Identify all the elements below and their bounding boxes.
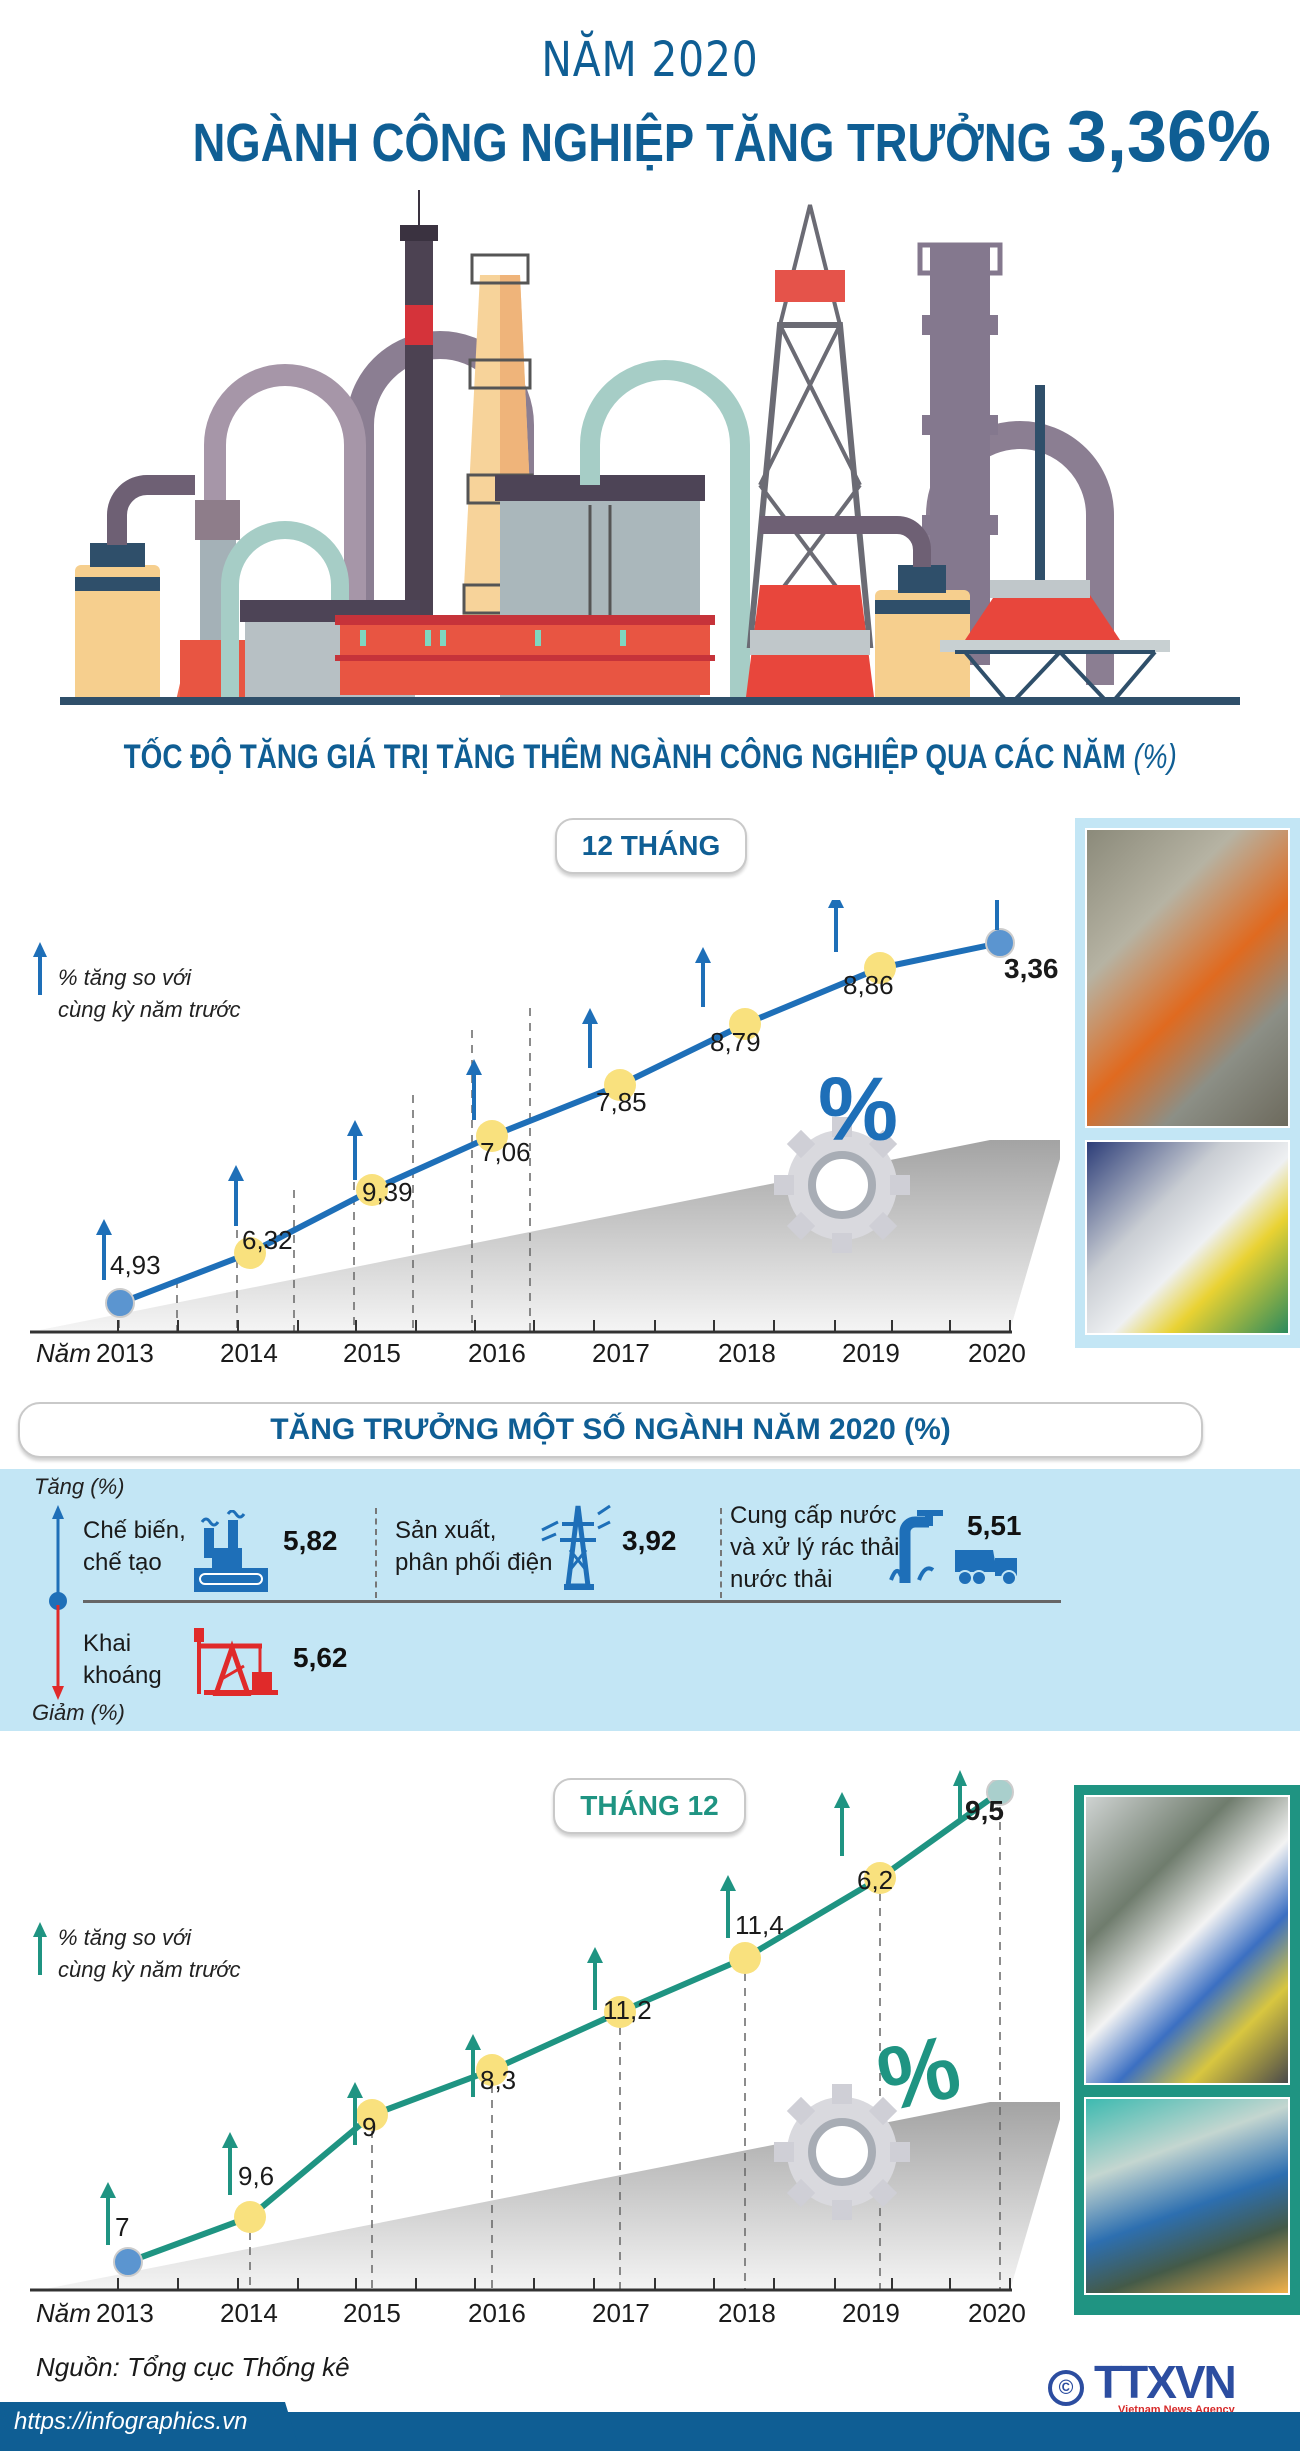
- gear-icon: [774, 1117, 910, 1253]
- label-line: chế tạo: [83, 1549, 162, 1576]
- industry-mining-label: Khai khoáng: [83, 1628, 162, 1692]
- tab-12-thang[interactable]: 12 THÁNG: [555, 818, 747, 874]
- label-line: và xử lý rác thải,: [730, 1534, 907, 1561]
- value-label: 9,39: [362, 1177, 413, 1207]
- water-tap-truck-icon: [889, 1510, 1017, 1586]
- zero-line: [83, 1600, 1061, 1603]
- label-line: khoáng: [83, 1662, 162, 1689]
- x-tick: 2020: [968, 2298, 1026, 2328]
- tab-thang-12[interactable]: THÁNG 12: [553, 1778, 746, 1834]
- x-tick: 2014: [220, 1338, 278, 1368]
- headline-value: 3,36%: [1066, 97, 1272, 177]
- label-line: Sản xuất,: [395, 1517, 497, 1544]
- section-title: TỐC ĐỘ TĂNG GIÁ TRỊ TĂNG THÊM NGÀNH CÔNG…: [0, 738, 1300, 777]
- industry-water-value: 5,51: [967, 1510, 1022, 1541]
- legend-line-2: cùng kỳ năm trước: [58, 997, 241, 1022]
- legend-line-1: % tăng so với: [58, 965, 192, 990]
- oil-pump-icon: [194, 1628, 278, 1696]
- value-label-highlight: 3,36: [1004, 953, 1059, 984]
- x-tick: 2018: [718, 1338, 776, 1368]
- value-label: 9,6: [238, 2161, 275, 2191]
- down-axis-label: Giảm (%): [32, 1700, 125, 1725]
- ttxvn-logo: © TTXVN Vietnam News Agency: [1048, 2356, 1237, 2416]
- percent-icon: %: [818, 1060, 898, 1160]
- legend-line-2: cùng kỳ năm trước: [58, 1957, 241, 1982]
- industry-electricity-label: Sản xuất, phân phối điện: [395, 1515, 552, 1579]
- value-label: 11,2: [603, 1995, 652, 2025]
- section-title-text: TỐC ĐỘ TĂNG GIÁ TRỊ TĂNG THÊM NGÀNH CÔNG…: [123, 738, 1126, 776]
- page-title: NGÀNH CÔNG NGHIỆP TĂNG TRƯỞNG 3,36%: [0, 96, 1300, 178]
- photo-car-assembly: [1085, 1140, 1290, 1335]
- value-label-highlight: 9,5: [965, 1795, 1004, 1826]
- label-line: Chế biến,: [83, 1517, 186, 1544]
- title-year: NĂM 2020: [541, 32, 759, 88]
- up-down-axis: [49, 1505, 67, 1700]
- headline-text: NGÀNH CÔNG NGHIỆP TĂNG TRƯỞNG: [192, 113, 1052, 173]
- industry-section-title: TĂNG TRƯỞNG MỘT SỐ NGÀNH NĂM 2020 (%): [18, 1402, 1203, 1458]
- photo-waste-sorting: [1084, 2097, 1290, 2295]
- industry-manufacturing-label: Chế biến, chế tạo: [83, 1515, 186, 1579]
- value-label: 6,2: [857, 1865, 894, 1895]
- value-label: 7,06: [480, 1137, 531, 1167]
- logo-text: TTXVN: [1094, 2356, 1237, 2408]
- value-label: 8,86: [843, 970, 894, 1000]
- x-prefix: Năm: [36, 1338, 91, 1368]
- x-tick: 2015: [343, 1338, 401, 1368]
- chartDec-legend: % tăng so với cùng kỳ năm trước: [58, 1922, 241, 1986]
- divider: [375, 1508, 377, 1598]
- x-tick: 2019: [842, 1338, 900, 1368]
- x-tick: 2016: [468, 2298, 526, 2328]
- photo-panel-2: [1074, 1785, 1300, 2315]
- chart-thang-12: %: [30, 1780, 1060, 2292]
- label-line: Cung cấp nước: [730, 1502, 897, 1529]
- x-tick: 2013: [96, 2298, 154, 2328]
- arrow-up-icon: [953, 1770, 967, 1822]
- legend-line-1: % tăng so với: [58, 1925, 192, 1950]
- x-prefix: Năm: [36, 2298, 91, 2328]
- label-line: nước thải: [730, 1566, 833, 1593]
- x-tick: 2018: [718, 2298, 776, 2328]
- value-label: 4,93: [110, 1250, 161, 1280]
- photo-electric-workers: [1085, 828, 1290, 1128]
- website-link[interactable]: https://infographics.vn: [14, 2408, 248, 2435]
- industry-water-label: Cung cấp nước và xử lý rác thải, nước th…: [730, 1500, 906, 1596]
- label-line: phân phối điện: [395, 1549, 553, 1576]
- x-tick: 2019: [842, 2298, 900, 2328]
- value-label: 7,85: [596, 1087, 647, 1117]
- source-note: Nguồn: Tổng cục Thống kê: [36, 2352, 350, 2382]
- value-label: 9: [362, 2112, 377, 2142]
- x-tick: 2017: [592, 2298, 650, 2328]
- x-tick: 2014: [220, 2298, 278, 2328]
- industry-electricity-value: 3,92: [622, 1525, 677, 1556]
- industry-manufacturing-value: 5,82: [283, 1525, 338, 1556]
- chart-12-thang: %: [30, 900, 1060, 1334]
- industry-mining-value: 5,62: [293, 1642, 348, 1673]
- x-tick: 2020: [968, 1338, 1026, 1368]
- copyright-icon: ©: [1048, 2370, 1084, 2406]
- x-tick: 2013: [96, 1338, 154, 1368]
- photo-factory-workers: [1084, 1795, 1290, 2085]
- section-title-unit: (%): [1133, 738, 1177, 776]
- power-tower-icon: [541, 1504, 611, 1590]
- value-label: 11,4: [735, 1910, 784, 1940]
- x-tick: 2017: [592, 1338, 650, 1368]
- value-label: 8,3: [480, 2065, 517, 2095]
- factory-icon: [194, 1510, 268, 1592]
- label-line: Khai: [83, 1630, 132, 1657]
- x-tick: 2015: [343, 2298, 401, 2328]
- divider: [720, 1508, 722, 1598]
- value-label: 6,32: [242, 1225, 293, 1255]
- up-axis-label: Tăng (%): [34, 1474, 125, 1499]
- factory-illustration: [60, 190, 1240, 705]
- value-label: 8,79: [710, 1027, 761, 1057]
- footer-tab: [0, 2402, 300, 2451]
- gear-icon: [774, 2084, 910, 2220]
- chart12-legend: % tăng so với cùng kỳ năm trước: [58, 962, 241, 1026]
- x-tick: 2016: [468, 1338, 526, 1368]
- photo-panel-1: [1075, 818, 1300, 1348]
- value-label: 7: [115, 2212, 130, 2242]
